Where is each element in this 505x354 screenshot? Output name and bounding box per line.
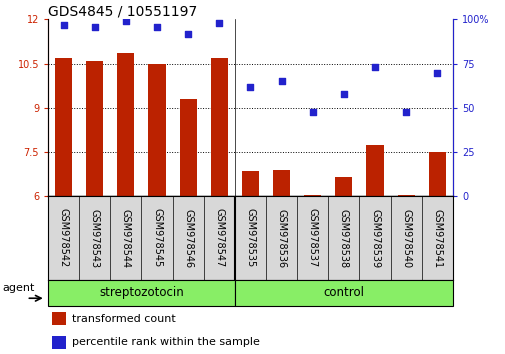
Text: GSM978537: GSM978537 [307,209,317,268]
Point [432,70,440,75]
Bar [366,145,383,196]
Point [122,18,130,24]
Bar [179,99,196,196]
Bar [335,177,352,196]
Point [184,31,192,36]
Point [370,64,378,70]
Text: GSM978546: GSM978546 [183,209,193,268]
Point [215,20,223,26]
Text: streptozotocin: streptozotocin [99,286,183,299]
Bar [428,152,445,196]
Point [277,79,285,84]
Point [308,109,316,114]
Bar [241,171,259,196]
Bar [148,64,165,196]
Bar [52,336,66,349]
Text: GSM978539: GSM978539 [369,209,379,268]
Text: GSM978538: GSM978538 [338,209,348,268]
Text: transformed count: transformed count [72,314,176,324]
Text: GSM978540: GSM978540 [400,209,411,268]
Text: GSM978542: GSM978542 [59,209,69,268]
Bar [86,61,103,196]
Point [60,22,68,28]
Bar [52,312,66,325]
Text: agent: agent [3,282,35,293]
Bar [304,195,321,196]
Point [153,24,161,29]
Text: GDS4845 / 10551197: GDS4845 / 10551197 [48,4,197,18]
Bar [117,53,134,196]
Text: GSM978544: GSM978544 [121,209,131,268]
Text: GSM978547: GSM978547 [214,209,224,268]
Text: GSM978543: GSM978543 [89,209,99,268]
Bar [211,58,227,196]
Bar [55,58,72,196]
Point [246,84,254,90]
Point [339,91,347,97]
Bar [48,280,234,306]
Point [90,24,98,29]
Bar [397,195,414,196]
Text: GSM978536: GSM978536 [276,209,286,268]
Text: GSM978541: GSM978541 [431,209,441,268]
Text: GSM978545: GSM978545 [152,209,162,268]
Text: percentile rank within the sample: percentile rank within the sample [72,337,260,348]
Text: control: control [323,286,364,299]
Point [401,109,410,114]
Bar [273,170,289,196]
Text: GSM978535: GSM978535 [245,209,255,268]
Bar [234,280,452,306]
